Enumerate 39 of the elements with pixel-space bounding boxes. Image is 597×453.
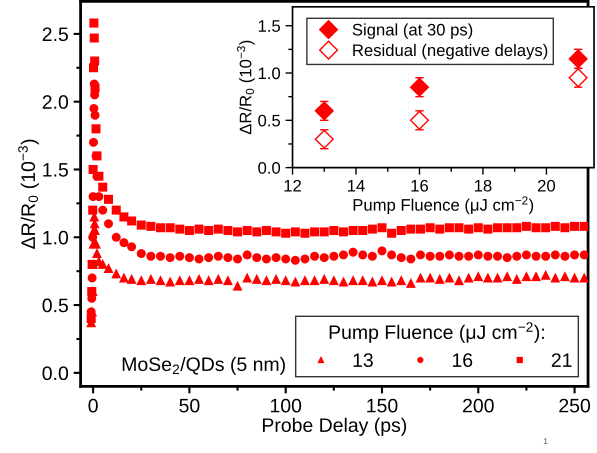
text: 1 (544, 438, 548, 444)
y-tick-label: 0.0 (42, 366, 68, 380)
legend-label: 16 (452, 353, 472, 368)
x-axis-title: Probe Delay (ps) (262, 418, 406, 436)
y-tick-label: 1.5 (43, 163, 68, 177)
x-axis-title: Pump Fluence (μJ cm$^{−2}$) (354, 196, 534, 214)
x-tick-label: 16 (411, 180, 428, 192)
y-tick-label: 2.0 (42, 95, 68, 109)
annotation: MoSe$_{2}$/QDs (5 nm) (122, 356, 285, 375)
x-tick-label: 100 (270, 398, 302, 412)
y-tick-label: 0.5 (42, 298, 68, 312)
x-tick-label: 20 (538, 180, 556, 192)
y-tick-label: 2.5 (42, 27, 68, 42)
y-tick-label: 1.0 (258, 67, 280, 80)
x-tick-label: 50 (179, 398, 200, 412)
point (314, 130, 334, 149)
legend-label: 21 (552, 353, 572, 367)
x-tick-label: 0 (88, 398, 98, 412)
legend-title: Pump Fluence (μJ cm$^{−2}$): (330, 322, 544, 343)
x-tick-label: 12 (284, 180, 301, 192)
legend-label: Signal (at 30 ps) (352, 23, 472, 39)
legend-label: Residual (negative delays) (353, 44, 548, 60)
legend-label: 13 (354, 353, 373, 368)
point (314, 101, 334, 120)
x-tick-label: 150 (367, 398, 398, 412)
point (410, 110, 430, 130)
x-tick-label: 250 (559, 398, 590, 412)
x-tick-label: 14 (348, 180, 365, 192)
y-axis-title: ΔR/R$_{0}$ (10$^{−3}$) (236, 40, 255, 134)
x-tick-label: 200 (463, 398, 494, 412)
y-axis-title: ΔR/R$_{0}$ (10$^{−3}$) (18, 140, 39, 249)
y-tick-label: 0.0 (258, 162, 280, 174)
point (410, 78, 430, 97)
point (568, 49, 588, 68)
y-tick-label: 1.5 (258, 20, 280, 32)
point (568, 68, 588, 88)
x-tick-label: 18 (474, 180, 492, 192)
y-tick-label: 0.5 (258, 114, 280, 127)
y-tick-label: 1.0 (43, 230, 68, 245)
